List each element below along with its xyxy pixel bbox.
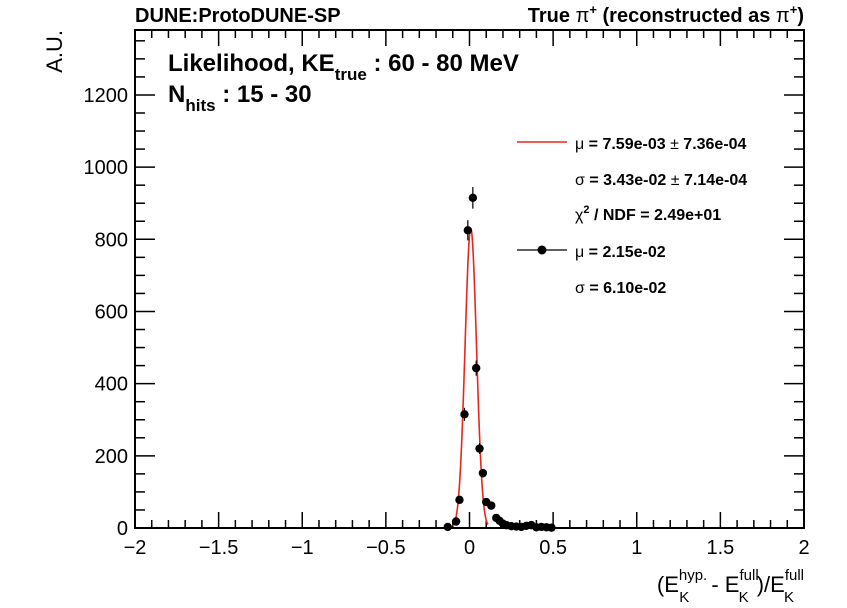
y-tick-label: 400 — [95, 374, 128, 396]
data-point — [460, 410, 469, 419]
data-point — [443, 522, 452, 532]
annotation-line-2: Nhits : 15 - 30 — [168, 81, 312, 115]
y-tick-label: 200 — [95, 446, 128, 468]
annotation-line-1: Likelihood, KEtrue : 60 - 80 MeV — [168, 50, 519, 84]
gaussian-fit-curve — [452, 227, 489, 527]
axis-ticks — [134, 30, 805, 529]
x-tick-label: 1.5 — [706, 537, 734, 559]
y-tick-label: 800 — [95, 229, 128, 251]
x-tick-label: 0 — [464, 537, 475, 559]
y-tick-label: 1200 — [84, 85, 129, 107]
legend-fit-sigma: σ = 3.43e-02 ± 7.14e-04 — [575, 172, 747, 189]
data-point — [463, 226, 473, 235]
legend-fit-mu: μ = 7.59e-03 ± 7.36e-04 — [575, 136, 747, 153]
data-point — [455, 495, 464, 505]
x-tick-label: −2 — [124, 537, 147, 559]
x-axis-label: (Ehyp. K - Efull K)/Efull K — [657, 567, 804, 606]
x-tick-labels: −2 −1.5 −1 −0.5 0 0.5 1 1.5 2 — [124, 537, 810, 559]
data-point — [451, 517, 461, 526]
data-point — [547, 523, 556, 532]
x-tick-label: 1 — [631, 537, 642, 559]
x-tick-label: 0.5 — [539, 537, 567, 559]
x-tick-label: 2 — [798, 537, 809, 559]
x-tick-label: −0.5 — [366, 537, 405, 559]
y-tick-label: 0 — [117, 518, 128, 540]
y-tick-label: 600 — [95, 301, 128, 323]
data-point — [478, 468, 488, 478]
y-tick-labels: 0 200 400 600 800 1000 1200 — [84, 85, 129, 540]
header-right: True π+ (reconstructed as π+) — [528, 2, 804, 27]
x-tick-label: −1 — [291, 537, 314, 559]
legend-data-mu: μ = 2.15e-02 — [575, 244, 666, 261]
y-axis-label: A.U. — [42, 30, 67, 73]
data-point — [487, 501, 496, 510]
y-tick-label: 1000 — [84, 157, 129, 179]
legend-chi2: χ2 / NDF = 2.49e+01 — [575, 204, 721, 224]
data-point — [471, 363, 481, 373]
legend-data-sigma: σ = 6.10e-02 — [575, 280, 666, 297]
data-point — [475, 444, 484, 453]
data-point — [468, 193, 478, 203]
x-tick-label: −1.5 — [199, 537, 238, 559]
legend-data-marker — [537, 245, 547, 255]
data-points — [443, 186, 556, 532]
header-left: DUNE:ProtoDUNE-SP — [135, 5, 341, 27]
